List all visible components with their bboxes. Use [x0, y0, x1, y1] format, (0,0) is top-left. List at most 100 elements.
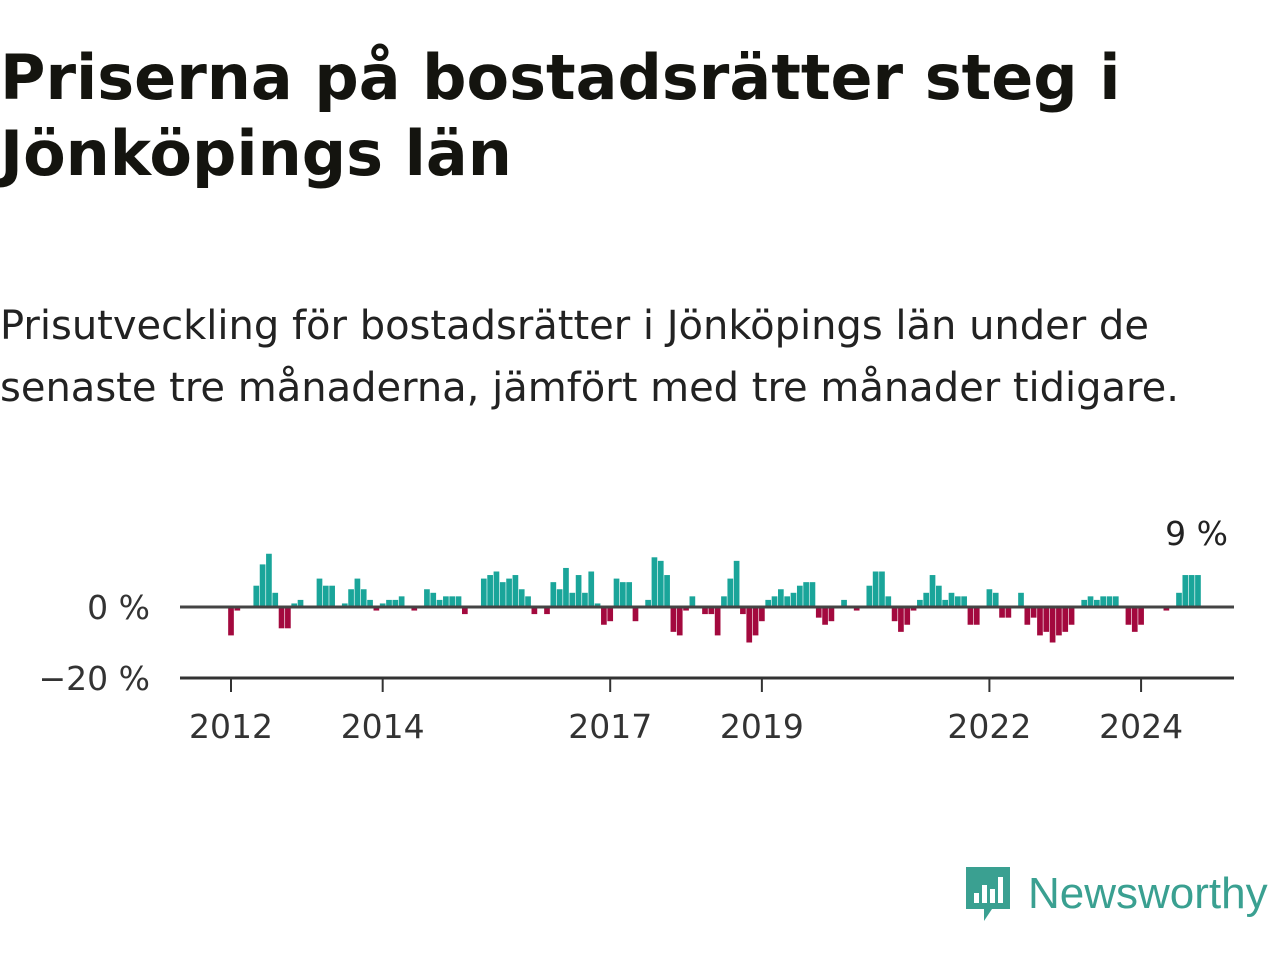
bar — [266, 553, 272, 607]
bar — [462, 607, 468, 615]
bar — [746, 607, 753, 643]
bar — [499, 582, 506, 607]
brand: Newsworthy — [962, 862, 1268, 926]
x-tick-label: 2012 — [189, 707, 273, 746]
bar — [708, 607, 715, 615]
bar — [348, 589, 354, 607]
bar — [632, 607, 639, 622]
bar — [1056, 607, 1062, 636]
bar — [1068, 607, 1075, 625]
bar — [936, 585, 942, 607]
bar — [360, 589, 367, 607]
bar — [1005, 607, 1012, 618]
bar — [607, 607, 614, 622]
bar — [904, 607, 911, 625]
bar — [449, 596, 456, 607]
chart-subtitle: Prisutveckling för bostadsrätter i Jönkö… — [0, 303, 1179, 411]
bar — [727, 578, 734, 607]
x-tick-label: 2019 — [720, 707, 804, 746]
bar — [512, 575, 519, 607]
bar — [1062, 607, 1069, 632]
bar — [733, 560, 740, 607]
bar — [575, 575, 582, 607]
bar — [1138, 607, 1144, 625]
bar — [556, 589, 563, 607]
bar — [234, 607, 241, 611]
bar — [588, 571, 595, 607]
bar — [620, 582, 626, 607]
bar — [531, 607, 538, 615]
bar — [424, 589, 430, 607]
bar — [367, 599, 373, 607]
bar — [1182, 575, 1189, 607]
bar — [992, 592, 999, 607]
bar — [803, 582, 809, 607]
brand-name: Newsworthy — [1028, 869, 1268, 918]
bar — [891, 607, 898, 622]
bar — [544, 607, 550, 615]
axes: 0 % −20 % 2012 2014 2017 2019 2022 2024 9 % — [39, 514, 1234, 746]
bar — [455, 596, 462, 607]
latest-value-label: 9 % — [1165, 514, 1228, 553]
bar — [1100, 596, 1107, 607]
bar — [973, 607, 980, 625]
y-tick-label: 0 % — [87, 588, 150, 627]
bar — [278, 607, 285, 629]
bar — [411, 607, 418, 611]
bar — [790, 592, 797, 607]
bar — [778, 589, 784, 607]
bar — [815, 607, 822, 618]
bar — [948, 592, 955, 607]
bar — [917, 599, 923, 607]
x-tick-label: 2024 — [1099, 707, 1183, 746]
bar — [689, 596, 696, 607]
bar — [436, 599, 443, 607]
bar — [714, 607, 721, 636]
bar — [386, 599, 392, 607]
bar — [841, 599, 847, 607]
bar — [796, 585, 803, 607]
chart-title: Priserna på bostadsrätter steg i Jönköpi… — [0, 41, 1121, 190]
x-tick-label: 2014 — [341, 707, 425, 746]
bar — [961, 596, 967, 607]
bar — [506, 578, 512, 607]
bar — [759, 607, 765, 622]
bar — [341, 603, 348, 607]
bar — [1176, 592, 1182, 607]
bar — [1163, 607, 1170, 611]
bar — [740, 607, 746, 615]
bar — [872, 571, 879, 607]
bar — [1024, 607, 1031, 625]
bar — [664, 575, 670, 607]
bar — [866, 585, 873, 607]
bar — [828, 607, 835, 622]
bar — [999, 607, 1005, 618]
bar — [784, 596, 791, 607]
bar — [379, 603, 386, 607]
bar — [942, 599, 949, 607]
bar — [676, 607, 683, 636]
bar — [525, 596, 531, 607]
bar — [657, 560, 664, 607]
bar — [563, 567, 569, 607]
bar — [272, 592, 279, 607]
bar — [1106, 596, 1113, 607]
bar — [569, 592, 576, 607]
bar — [1195, 575, 1201, 607]
bar — [354, 578, 361, 607]
bar — [929, 575, 936, 607]
bar — [430, 592, 437, 607]
bar — [879, 571, 885, 607]
bar — [954, 596, 961, 607]
bar — [550, 582, 557, 607]
bar — [291, 603, 298, 607]
bar — [1188, 575, 1195, 607]
bar — [1112, 596, 1119, 607]
bar — [771, 596, 778, 607]
bar — [518, 589, 525, 607]
bar — [1125, 607, 1132, 625]
bar — [228, 607, 234, 636]
bar — [1087, 596, 1094, 607]
bar — [898, 607, 904, 632]
x-tick-label: 2017 — [568, 707, 652, 746]
